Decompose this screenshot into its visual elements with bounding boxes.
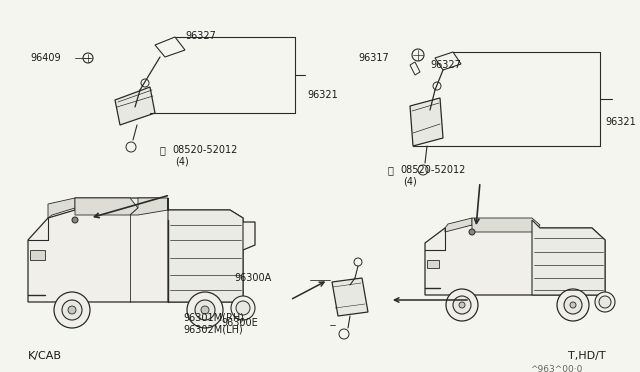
Text: 96300E: 96300E <box>221 318 258 328</box>
Text: 08520-52012: 08520-52012 <box>400 165 465 175</box>
Text: (4): (4) <box>403 177 417 187</box>
Polygon shape <box>532 220 605 295</box>
Circle shape <box>236 301 250 315</box>
Text: 96321: 96321 <box>605 117 636 127</box>
Polygon shape <box>75 198 138 215</box>
Bar <box>427 260 439 268</box>
Text: 96321: 96321 <box>307 90 338 100</box>
Text: Ⓢ: Ⓢ <box>387 165 393 175</box>
Text: ^963^00·0: ^963^00·0 <box>530 366 582 372</box>
Text: 96302M(LH): 96302M(LH) <box>183 325 243 335</box>
Bar <box>30 250 45 260</box>
Circle shape <box>62 300 82 320</box>
Polygon shape <box>130 198 168 215</box>
Polygon shape <box>168 198 243 302</box>
Polygon shape <box>445 218 472 232</box>
Polygon shape <box>48 198 75 218</box>
Polygon shape <box>332 278 368 316</box>
Circle shape <box>570 302 576 308</box>
Circle shape <box>187 292 223 328</box>
Text: 96317: 96317 <box>358 53 388 63</box>
Circle shape <box>72 217 78 223</box>
Text: 96327: 96327 <box>430 60 461 70</box>
Circle shape <box>557 289 589 321</box>
Circle shape <box>231 296 255 320</box>
Polygon shape <box>425 220 605 295</box>
Text: 96409: 96409 <box>30 53 61 63</box>
Circle shape <box>459 302 465 308</box>
Circle shape <box>195 300 215 320</box>
Text: 96300A: 96300A <box>235 273 272 283</box>
Circle shape <box>599 296 611 308</box>
Circle shape <box>595 292 615 312</box>
Circle shape <box>68 306 76 314</box>
Circle shape <box>201 306 209 314</box>
Text: 08520-52012: 08520-52012 <box>172 145 237 155</box>
Circle shape <box>469 229 475 235</box>
Polygon shape <box>115 87 155 125</box>
Text: (4): (4) <box>175 157 189 167</box>
Polygon shape <box>410 98 443 146</box>
Text: K/CAB: K/CAB <box>28 351 62 361</box>
Text: 96301M(RH): 96301M(RH) <box>183 313 244 323</box>
Text: T,HD/T: T,HD/T <box>568 351 605 361</box>
Polygon shape <box>472 218 540 232</box>
Text: Ⓢ: Ⓢ <box>159 145 165 155</box>
Circle shape <box>453 296 471 314</box>
Circle shape <box>446 289 478 321</box>
Circle shape <box>54 292 90 328</box>
Circle shape <box>564 296 582 314</box>
Text: 96327: 96327 <box>185 31 216 41</box>
Polygon shape <box>28 198 255 302</box>
